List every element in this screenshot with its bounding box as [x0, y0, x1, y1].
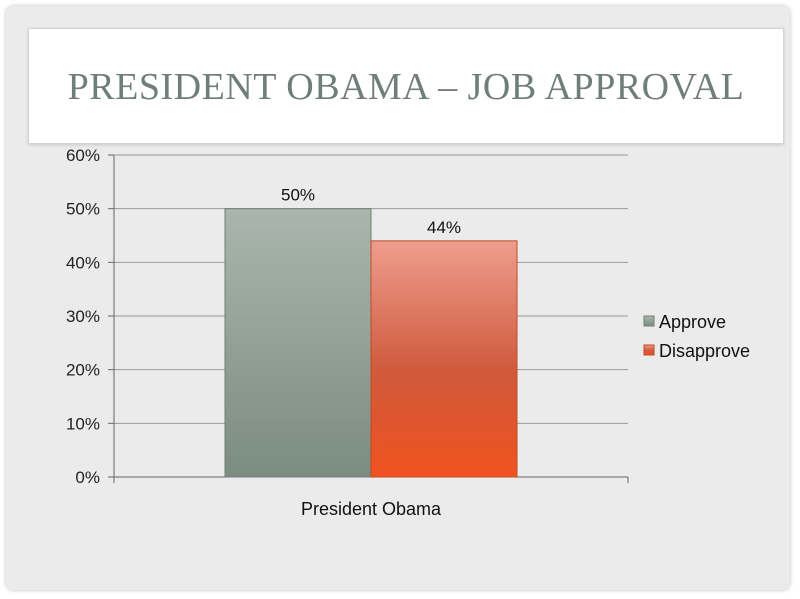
y-tick-label: 0% — [75, 468, 100, 487]
legend-label-disapprove: Disapprove — [659, 341, 750, 361]
bar-approve — [224, 208, 372, 478]
axes: 0% 10% 20% 30% 40% 50% 60% President Obama — [66, 146, 629, 519]
title-box: PRESIDENT OBAMA – JOB APPROVAL — [28, 28, 784, 144]
slide: PRESIDENT OBAMA – JOB APPROVAL — [6, 6, 790, 590]
bar-disapprove — [370, 240, 518, 478]
x-category-label: President Obama — [301, 499, 442, 519]
data-label-disapprove: 44% — [427, 218, 461, 237]
y-tick-label: 40% — [66, 253, 100, 272]
legend-swatch-disapprove — [643, 344, 655, 356]
legend-swatch-approve — [643, 315, 655, 327]
y-tick-label: 60% — [66, 146, 100, 165]
bars — [224, 208, 518, 478]
y-tick-label: 20% — [66, 361, 100, 380]
data-labels: 50% 44% — [281, 186, 461, 237]
legend: Approve Disapprove — [643, 312, 750, 361]
slide-title: PRESIDENT OBAMA – JOB APPROVAL — [67, 66, 745, 108]
legend-label-approve: Approve — [659, 312, 726, 332]
y-tick-label: 30% — [66, 307, 100, 326]
y-tick-label: 10% — [66, 414, 100, 433]
y-tick-label: 50% — [66, 200, 100, 219]
data-label-approve: 50% — [281, 186, 315, 205]
